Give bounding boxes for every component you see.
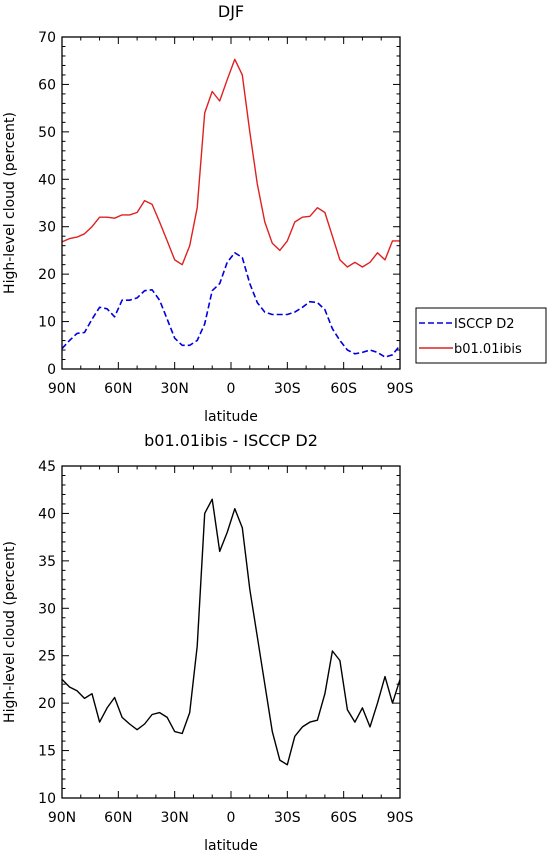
- bottom-chart-y-tick-label: 45: [38, 459, 56, 475]
- bottom-chart-series-line-difference: [61, 498, 401, 766]
- bottom-chart-x-axis-label: latitude: [204, 838, 258, 852]
- legend-box: [415, 307, 547, 364]
- top-chart-x-tick-label: 60N: [104, 381, 132, 397]
- top-chart-series-line-b01-01ibis: [61, 58, 400, 268]
- bottom-chart-panel: b01.01ibis - ISCCP D2 10 15 20 25 30 35 40 45 90…: [2, 431, 413, 852]
- top-chart-title: DJF: [218, 2, 244, 21]
- top-chart-x-tick-label: 30S: [274, 381, 301, 397]
- bottom-chart-y-tick-label: 25: [38, 649, 56, 665]
- top-chart-x-tick-label: 30N: [161, 381, 189, 397]
- bottom-chart-x-tick-label: 90N: [48, 810, 76, 826]
- top-chart-frame: [61, 36, 401, 370]
- top-chart-x-tick-label: 90S: [387, 381, 414, 397]
- bottom-chart-frame: [61, 465, 401, 799]
- top-chart-y-axis-label: High-level cloud (percent): [2, 112, 18, 294]
- bottom-chart-y-tick-label: 40: [38, 506, 56, 522]
- bottom-chart-x-tick-label: 60N: [104, 810, 132, 826]
- top-chart-y-tick-label: 70: [38, 30, 56, 46]
- top-chart-y-tick-label: 50: [38, 125, 56, 141]
- top-chart-x-tick-label: 0: [227, 381, 236, 397]
- top-chart-series-line-isccp-d2: [61, 252, 401, 358]
- top-chart-x-axis-label: latitude: [204, 409, 258, 425]
- bottom-chart-title: b01.01ibis - ISCCP D2: [144, 431, 318, 450]
- top-chart-y-tick-label: 10: [38, 315, 56, 331]
- top-chart-y-tick-label: 20: [38, 267, 56, 283]
- top-chart-y-tick-label: 60: [38, 77, 56, 93]
- bottom-chart-x-tick-label: 60S: [330, 810, 357, 826]
- bottom-chart-x-tick-label: 30S: [274, 810, 301, 826]
- top-chart-y-tick-label: 0: [47, 362, 56, 378]
- bottom-chart-x-tick-label: 0: [227, 810, 236, 826]
- top-chart-x-tick-label: 90N: [48, 381, 76, 397]
- bottom-chart-y-tick-label: 10: [38, 791, 56, 807]
- bottom-chart-y-tick-label: 15: [38, 744, 56, 760]
- top-chart-y-tick-label: 40: [38, 172, 56, 188]
- bottom-chart-y-tick-label: 20: [38, 696, 56, 712]
- legend-label-isccp: ISCCP D2: [454, 317, 515, 332]
- bottom-chart-x-tick-label: 90S: [387, 810, 414, 826]
- bottom-chart-y-tick-label: 35: [38, 554, 56, 570]
- bottom-chart-y-tick-label: 30: [38, 601, 56, 617]
- top-chart-y-tick-label: 30: [38, 220, 56, 236]
- top-chart-x-tick-label: 60S: [330, 381, 357, 397]
- top-chart-panel: DJF 0 10 20 30 40 50 60 70 90N 60N 30N 0 30S 60S 90S l…: [2, 2, 547, 425]
- top-chart-legend: ISCCP D2 b01.01ibis: [415, 307, 547, 364]
- bottom-chart-x-tick-label: 30N: [161, 810, 189, 826]
- legend-label-b01: b01.01ibis: [454, 342, 522, 357]
- bottom-chart-y-axis-label: High-level cloud (percent): [2, 541, 18, 723]
